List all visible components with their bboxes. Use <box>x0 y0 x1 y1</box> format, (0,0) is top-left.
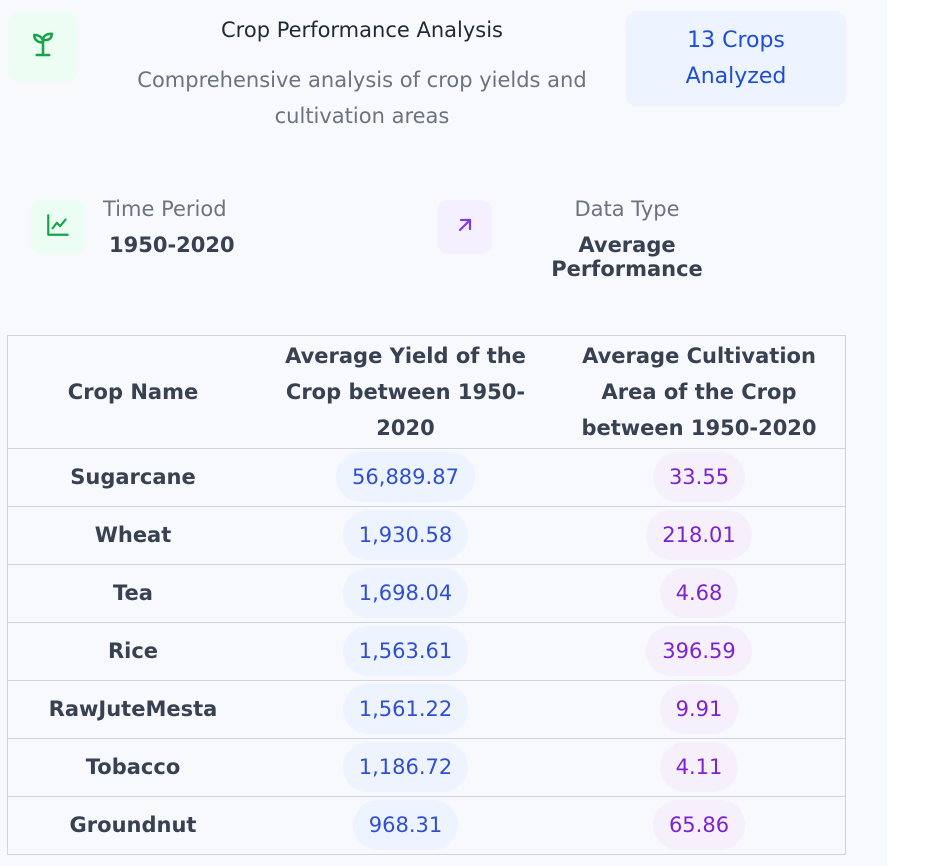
crop-name-cell: Tobacco <box>8 738 258 797</box>
crop-name-cell: Groundnut <box>8 796 258 855</box>
time-period-label: Time Period <box>103 197 227 221</box>
crop-name-cell: Sugarcane <box>8 448 258 507</box>
area-value-pill: 396.59 <box>646 626 752 676</box>
page-title: Crop Performance Analysis <box>221 18 503 42</box>
area-cell: 396.59 <box>553 622 845 681</box>
table-row: Tea 1,698.04 4.68 <box>8 564 845 623</box>
area-cell: 218.01 <box>553 506 845 565</box>
yield-value-pill: 1,561.22 <box>342 684 469 734</box>
table-row: Sugarcane 56,889.87 33.55 <box>8 448 845 507</box>
column-header-average-area: Average Cultivation Area of the Crop bet… <box>553 336 845 449</box>
yield-cell: 1,698.04 <box>258 564 553 623</box>
column-header-crop-name: Crop Name <box>8 336 258 449</box>
crop-name-cell: Wheat <box>8 506 258 565</box>
yield-value-pill: 1,186.72 <box>342 742 469 792</box>
yield-value-pill: 56,889.87 <box>336 452 475 502</box>
data-type-value: Average Performance <box>551 233 703 281</box>
table-row: Rice 1,563.61 396.59 <box>8 622 845 681</box>
area-cell: 4.68 <box>553 564 845 623</box>
table-row: Wheat 1,930.58 218.01 <box>8 506 845 565</box>
area-value-pill: 4.11 <box>659 742 739 792</box>
time-period-icon-tile <box>31 200 85 254</box>
yield-value-pill: 1,930.58 <box>342 510 469 560</box>
data-type-icon-tile <box>438 200 492 254</box>
table-row: Tobacco 1,186.72 4.11 <box>8 738 845 797</box>
yield-cell: 968.31 <box>258 796 553 855</box>
sprout-icon <box>28 30 58 64</box>
yield-value-pill: 1,563.61 <box>342 626 469 676</box>
line-chart-icon <box>45 212 71 242</box>
yield-value-pill: 1,698.04 <box>342 568 469 618</box>
area-cell: 65.86 <box>553 796 845 855</box>
area-value-pill: 218.01 <box>646 510 752 560</box>
table-body: Sugarcane 56,889.87 33.55 Wheat 1,930.58 218.… <box>8 448 845 855</box>
crop-name-cell: RawJuteMesta <box>8 680 258 739</box>
area-cell: 33.55 <box>553 448 845 507</box>
yield-cell: 1,561.22 <box>258 680 553 739</box>
logo-tile <box>8 12 78 82</box>
table-row: RawJuteMesta 1,561.22 9.91 <box>8 680 845 739</box>
crop-table: Crop Name Average Yield of the Crop betw… <box>8 336 845 855</box>
crops-count-badge: 13 Crops Analyzed <box>626 11 846 106</box>
table-header-row: Crop Name Average Yield of the Crop betw… <box>8 336 845 449</box>
area-cell: 9.91 <box>553 680 845 739</box>
table-row: Groundnut 968.31 65.86 <box>8 796 845 855</box>
area-value-pill: 4.68 <box>659 568 739 618</box>
area-value-pill: 65.86 <box>652 800 746 850</box>
yield-cell: 56,889.87 <box>258 448 553 507</box>
arrow-up-right-icon <box>453 213 477 241</box>
page-subtitle: Comprehensive analysis of crop yields an… <box>137 68 587 128</box>
yield-cell: 1,930.58 <box>258 506 553 565</box>
yield-value-pill: 968.31 <box>352 800 459 850</box>
yield-cell: 1,563.61 <box>258 622 553 681</box>
crop-analysis-panel: Crop Performance Analysis Comprehensive … <box>7 11 846 855</box>
area-value-pill: 33.55 <box>652 452 746 502</box>
crop-name-cell: Rice <box>8 622 258 681</box>
crop-name-cell: Tea <box>8 564 258 623</box>
data-type-label: Data Type <box>574 197 680 221</box>
column-header-average-yield: Average Yield of the Crop between 1950-2… <box>258 336 553 449</box>
area-cell: 4.11 <box>553 738 845 797</box>
time-period-value: 1950-2020 <box>109 233 235 257</box>
area-value-pill: 9.91 <box>659 684 739 734</box>
crop-table-container: Crop Name Average Yield of the Crop betw… <box>7 335 846 855</box>
yield-cell: 1,186.72 <box>258 738 553 797</box>
